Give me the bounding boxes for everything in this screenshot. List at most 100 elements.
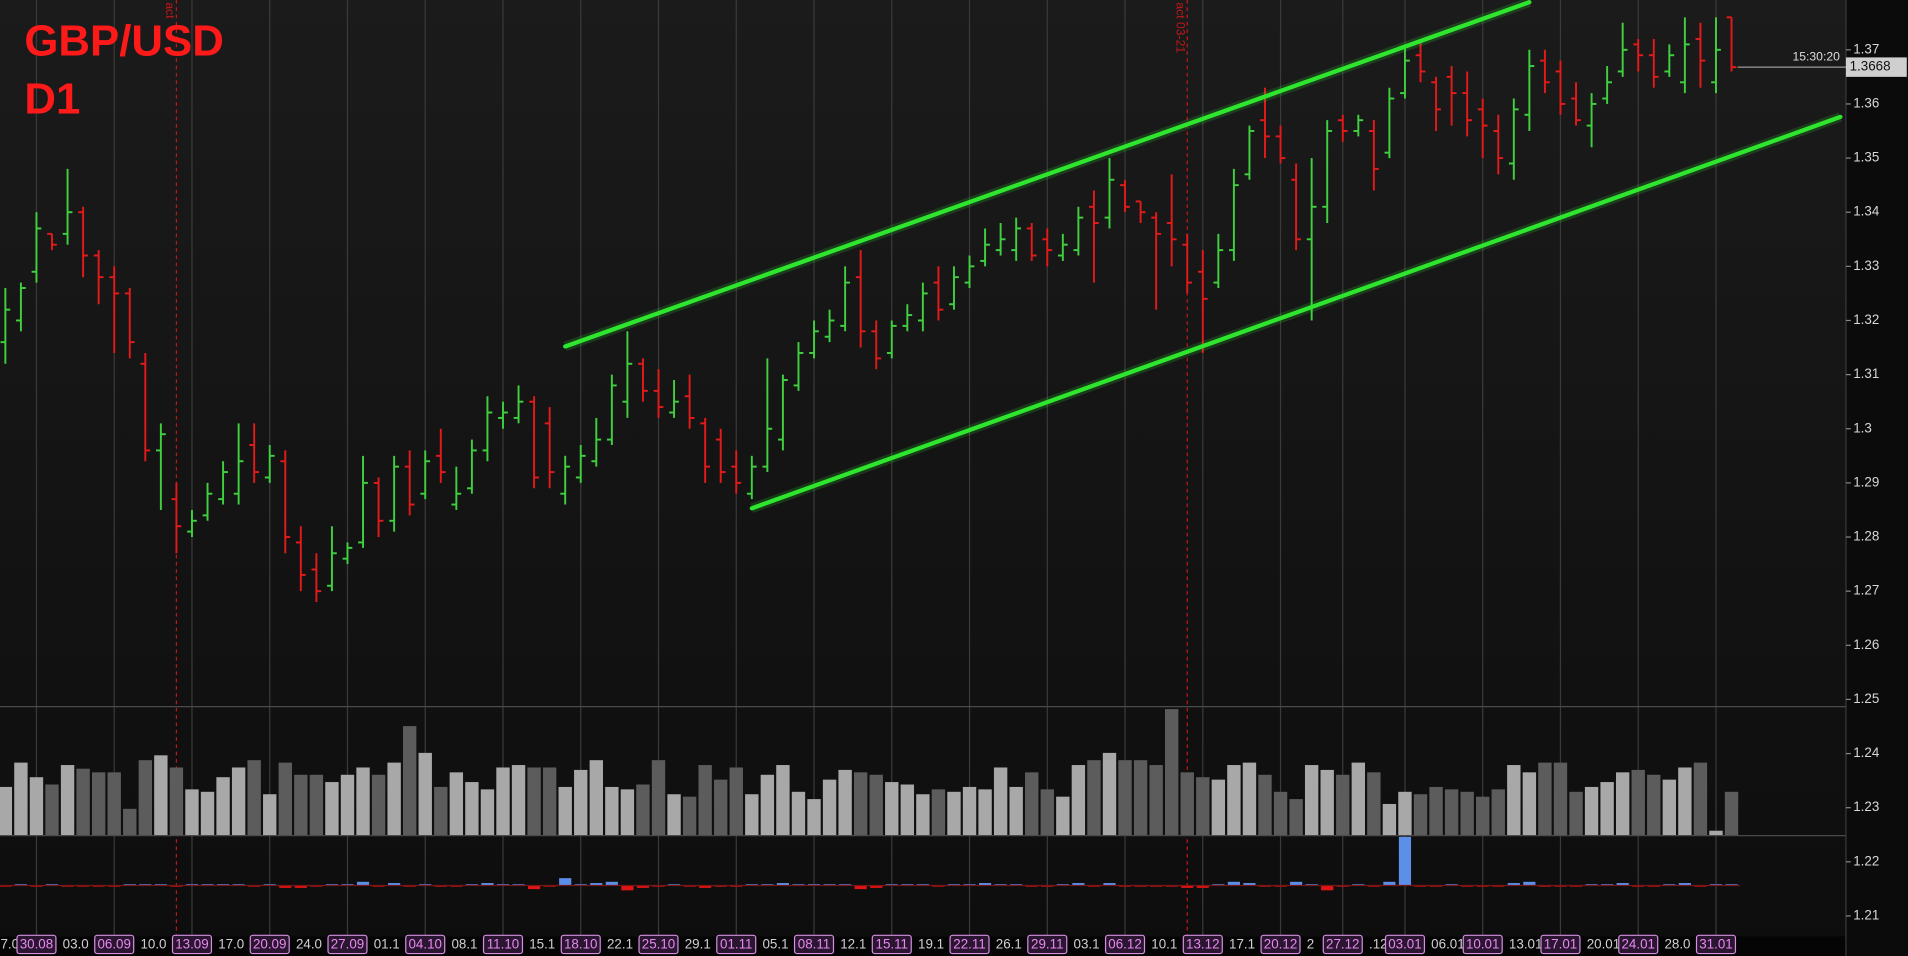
date-box [405,934,446,955]
indicator-bar [1321,885,1334,891]
volume-bar [636,784,650,836]
x-tick-label: 03.01 [1388,937,1421,952]
volume-bar [776,765,790,836]
x-tick-label: 10.1 [1151,937,1177,952]
y-tick-label: 1.37 [1853,41,1879,56]
date-box [249,934,290,955]
indicator-bar [496,884,510,886]
volume-bar [1258,774,1272,836]
indicator-bar [325,884,339,886]
indicator-bar [823,884,836,886]
marks [0,0,1843,891]
volume-bar [1118,760,1132,836]
volume-bar [0,786,13,836]
volume-bar [1087,760,1101,836]
volume-bar [216,777,230,836]
x-tick-label: 30.08 [20,937,53,952]
indicator-bar [1056,884,1069,886]
volume-bar [1584,786,1599,836]
y-tick-label: 1.28 [1853,529,1879,544]
volume-bar [542,767,557,836]
indicator-bar [1398,836,1412,886]
x-tick-label: 7.0 [0,937,19,952]
event-label: act [163,2,177,19]
volume-bar [900,784,915,836]
indicator-bar [1663,884,1676,886]
volume-bar [1056,796,1070,836]
volume-bar [449,772,464,836]
volume-bar [496,767,510,836]
volume-bar [1367,772,1381,836]
indicator-bar [776,883,789,886]
volume-bar [1009,786,1023,836]
volume-bar [1662,779,1677,836]
volume-bar [1180,772,1194,836]
volume-bar [387,762,401,836]
indicator-bar [1305,884,1318,886]
y-tick-label: 1.34 [1853,204,1880,219]
y-tick-label: 1.33 [1853,258,1879,273]
volume-bar [1320,769,1334,836]
indicator-bar [1616,883,1629,886]
volume-bar [91,772,106,836]
volume-bar [1476,796,1490,836]
indicator-bar [528,885,541,890]
indicator-bar [667,884,681,886]
volume-bar [325,782,339,836]
volume-bar [822,779,837,836]
x-tick-label: 22.1 [607,937,633,952]
date-box [560,934,601,955]
volume-bar [76,768,90,836]
volume-bar [294,774,308,836]
x-tick-label: 13.01 [1509,937,1542,952]
volume-bar [1522,772,1537,836]
volume-bar [511,765,526,836]
indicator-bar [901,884,914,886]
volume-bar [714,779,728,836]
y-tick-label: 1.22 [1853,853,1879,868]
indicator-bar [1103,883,1116,886]
indicator-bar [605,881,618,886]
volume-bar [807,799,821,836]
volume-bar [1102,752,1117,836]
indicator-bar [621,885,634,891]
volume-bar [869,774,883,836]
last-price-box [1845,57,1907,77]
indicator-bar [388,883,401,886]
y-tick-label: 1.29 [1853,474,1879,489]
x-tick-label: 03.1 [1074,937,1100,952]
indicator-bar [1243,883,1256,886]
volume-bar [947,791,961,836]
volume-bar [1382,803,1397,836]
x-tick-label: 31.01 [1699,937,1732,952]
y-tick-label: 1.31 [1853,366,1879,381]
date-box [1462,934,1503,955]
indicator-bar [1585,884,1598,886]
indicator-bar [699,885,712,888]
volume-bar [1507,765,1521,836]
x-tick-label: 28.0 [1664,937,1690,952]
indicator-bar [1383,881,1396,886]
volume-bar [1196,777,1210,836]
volume-bar [838,769,852,836]
x-tick-label: 17.0 [218,937,244,952]
date-axis-bg [0,936,1846,956]
indicator-bar [294,885,307,888]
volume-bar [1615,772,1630,836]
x-tick-label: 06.01 [1431,937,1464,952]
date-box [716,934,757,955]
volume-bar [651,760,666,836]
volume-bar [123,808,137,836]
y-tick-label: 1.23 [1853,799,1879,814]
volume-bar [993,767,1008,836]
x-tick-label: 2 [1307,937,1314,952]
date-box [1182,934,1223,955]
x-tick-label: 13.12 [1186,937,1219,952]
volume-bar [1071,765,1086,836]
indicator-bar [512,884,525,886]
price-axis-bg [1845,0,1908,956]
x-tick-label: 22.11 [953,937,985,952]
volume-bar [916,794,930,836]
indicator-bar [1181,885,1194,888]
